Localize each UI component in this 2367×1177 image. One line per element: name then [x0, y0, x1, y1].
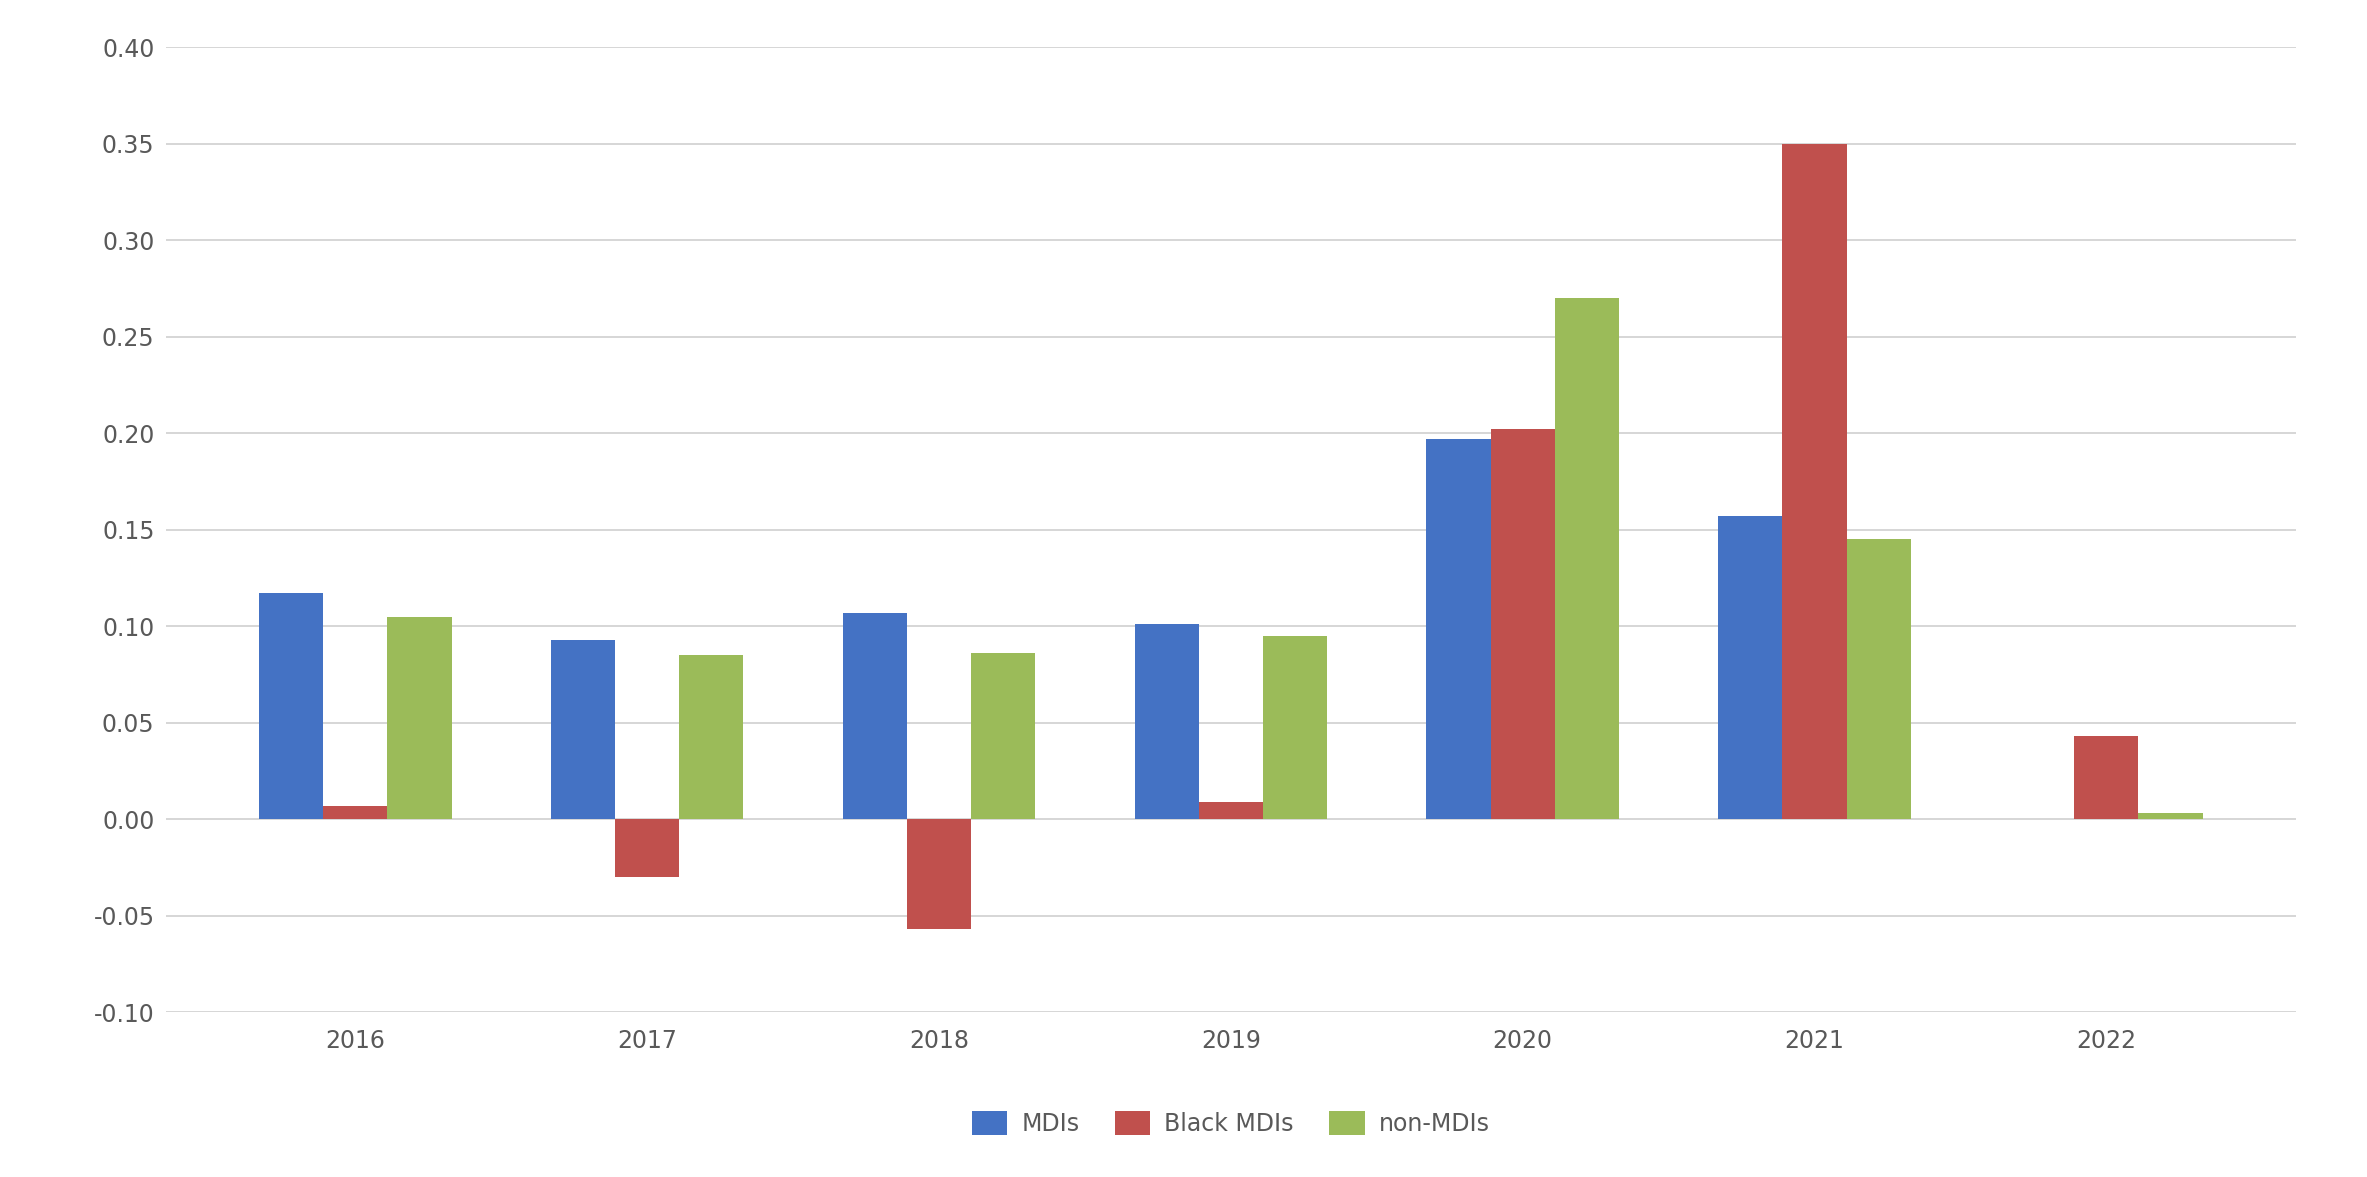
Bar — [1718, 517, 1782, 819]
Bar — [1555, 298, 1619, 819]
Bar — [679, 656, 743, 819]
Legend: MDIs, Black MDIs, non-MDIs: MDIs, Black MDIs, non-MDIs — [963, 1102, 1498, 1145]
Bar — [1264, 636, 1328, 819]
Bar — [970, 653, 1034, 819]
Bar — [1134, 624, 1198, 819]
Bar — [843, 613, 907, 819]
Bar — [1427, 439, 1491, 819]
Bar — [1198, 802, 1264, 819]
Bar — [1491, 430, 1555, 819]
Bar — [1782, 144, 1846, 819]
Bar — [258, 593, 324, 819]
Bar — [2137, 813, 2204, 819]
Bar — [552, 639, 615, 819]
Bar — [615, 819, 679, 877]
Bar — [907, 819, 970, 929]
Bar — [2073, 736, 2137, 819]
Bar — [324, 806, 388, 819]
Bar — [1846, 539, 1910, 819]
Bar — [388, 617, 452, 819]
